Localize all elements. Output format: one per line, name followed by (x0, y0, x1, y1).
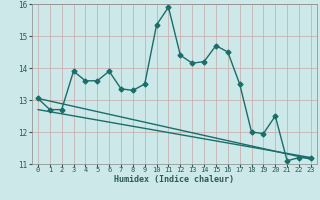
X-axis label: Humidex (Indice chaleur): Humidex (Indice chaleur) (115, 175, 234, 184)
